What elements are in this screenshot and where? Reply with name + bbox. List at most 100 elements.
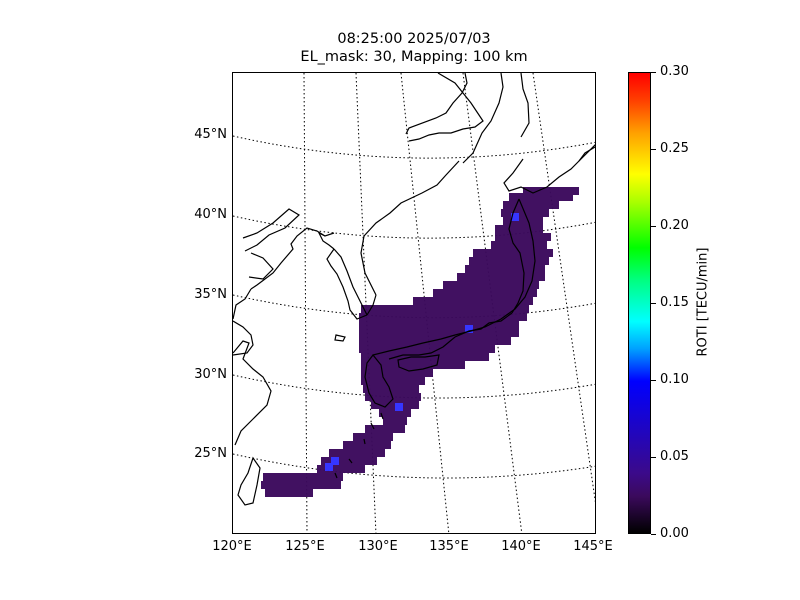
roti-cell — [505, 249, 513, 257]
roti-cell — [527, 233, 535, 241]
roti-cell — [353, 433, 361, 441]
roti-cell — [377, 369, 385, 377]
roti-cell — [535, 201, 543, 209]
roti-cell — [511, 233, 519, 241]
roti-cell — [533, 209, 541, 217]
roti-cell — [407, 313, 415, 321]
roti-cell — [365, 393, 373, 401]
roti-cell-enhanced — [325, 463, 333, 471]
coast-asia-north — [405, 73, 468, 135]
roti-cell — [477, 297, 485, 305]
roti-cell — [261, 481, 269, 489]
roti-cell — [517, 209, 525, 217]
roti-cell — [481, 289, 489, 297]
roti-cell-enhanced — [395, 403, 403, 411]
island-sakhalin — [462, 73, 504, 164]
lat-label-45: 45°N — [194, 127, 227, 142]
roti-cell — [455, 337, 463, 345]
colorbar-tick — [651, 534, 656, 535]
roti-cell — [495, 225, 503, 233]
roti-cell — [473, 353, 481, 361]
roti-cell — [481, 265, 489, 273]
coast-bohai — [317, 231, 335, 250]
roti-cell — [415, 313, 423, 321]
roti-cell — [401, 369, 409, 377]
roti-cell — [415, 321, 423, 329]
roti-cell — [439, 337, 447, 345]
roti-cell — [495, 337, 503, 345]
roti-cell — [543, 233, 551, 241]
roti-cell — [513, 265, 521, 273]
roti-cell — [509, 257, 517, 265]
roti-cell — [343, 441, 351, 449]
roti-cell — [487, 345, 495, 353]
roti-cell — [429, 297, 437, 305]
roti-cell — [463, 313, 471, 321]
roti-cell — [369, 353, 377, 361]
roti-cell — [401, 377, 409, 385]
roti-cell — [515, 281, 523, 289]
roti-cell — [385, 353, 393, 361]
roti-cell — [439, 321, 447, 329]
roti-cell — [513, 289, 521, 297]
roti-cell — [527, 225, 535, 233]
roti-cell — [471, 321, 479, 329]
roti-cell — [301, 481, 309, 489]
roti-cell — [537, 265, 545, 273]
colorbar-tick — [651, 72, 656, 73]
roti-cell — [471, 313, 479, 321]
roti-cell — [465, 305, 473, 313]
roti-cell — [441, 361, 449, 369]
parallel-35n — [233, 294, 595, 319]
roti-cell — [365, 425, 373, 433]
roti-cell — [417, 377, 425, 385]
roti-cell — [391, 313, 399, 321]
parallel-40n — [233, 215, 595, 239]
parallel-45n — [233, 135, 595, 159]
roti-cell — [523, 187, 531, 195]
roti-coverage — [261, 187, 579, 497]
roti-cell — [511, 329, 519, 337]
roti-cell — [473, 249, 481, 257]
roti-cell — [309, 481, 317, 489]
roti-cell — [389, 425, 397, 433]
roti-cell — [503, 329, 511, 337]
roti-cell — [399, 313, 407, 321]
roti-cell — [385, 377, 393, 385]
roti-cell — [371, 401, 379, 409]
roti-cell — [433, 289, 441, 297]
lon-label-125: 125°E — [285, 539, 325, 554]
roti-cell — [377, 449, 385, 457]
roti-cell — [375, 329, 383, 337]
roti-cell — [521, 305, 529, 313]
roti-cell — [491, 241, 499, 249]
roti-cell — [521, 265, 529, 273]
coast-china-mainland — [233, 320, 254, 356]
roti-cell — [549, 193, 557, 201]
roti-cell — [473, 305, 481, 313]
roti-cell — [489, 289, 497, 297]
roti-cell — [431, 321, 439, 329]
roti-cell — [487, 321, 495, 329]
roti-cell — [383, 345, 391, 353]
roti-cell — [305, 489, 313, 497]
roti-cell-enhanced — [465, 325, 473, 333]
roti-cell — [493, 297, 501, 305]
roti-cell — [377, 305, 385, 313]
roti-cell — [547, 187, 555, 195]
roti-cell — [401, 305, 409, 313]
colorbar-label-0.00: 0.00 — [660, 526, 689, 541]
roti-cell — [545, 249, 553, 257]
island-shikoku — [397, 354, 440, 372]
roti-cell — [399, 329, 407, 337]
roti-cell — [387, 409, 395, 417]
roti-cell — [523, 241, 531, 249]
roti-cell — [511, 225, 519, 233]
coastline — [233, 73, 595, 506]
roti-cell — [373, 393, 381, 401]
roti-cell — [513, 249, 521, 257]
colorbar-title: ROTI [TECU/min] — [695, 247, 711, 357]
roti-cell — [383, 337, 391, 345]
roti-cell — [447, 329, 455, 337]
roti-cell — [447, 321, 455, 329]
